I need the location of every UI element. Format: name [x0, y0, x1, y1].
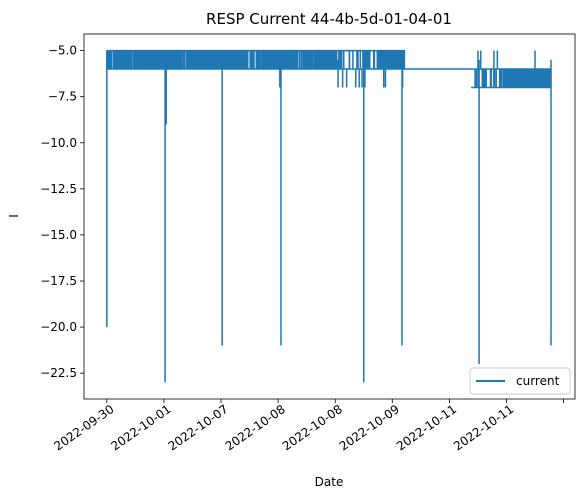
- chart-title: RESP Current 44-4b-5d-01-04-01: [206, 10, 452, 28]
- y-tick-label: −5.0: [48, 44, 77, 58]
- legend-label-current: current: [516, 374, 560, 388]
- y-tick-label: −15.0: [40, 228, 77, 242]
- y-axis-label: I: [7, 214, 21, 218]
- y-tick-label: −17.5: [40, 274, 77, 288]
- y-tick-label: −22.5: [40, 366, 77, 380]
- y-tick-label: −7.5: [48, 90, 77, 104]
- y-tick-label: −12.5: [40, 182, 77, 196]
- axes-background: [84, 34, 575, 399]
- x-axis-label: Date: [315, 475, 344, 489]
- y-tick-label: −20.0: [40, 320, 77, 334]
- y-tick-label: −10.0: [40, 136, 77, 150]
- legend: current: [470, 368, 570, 394]
